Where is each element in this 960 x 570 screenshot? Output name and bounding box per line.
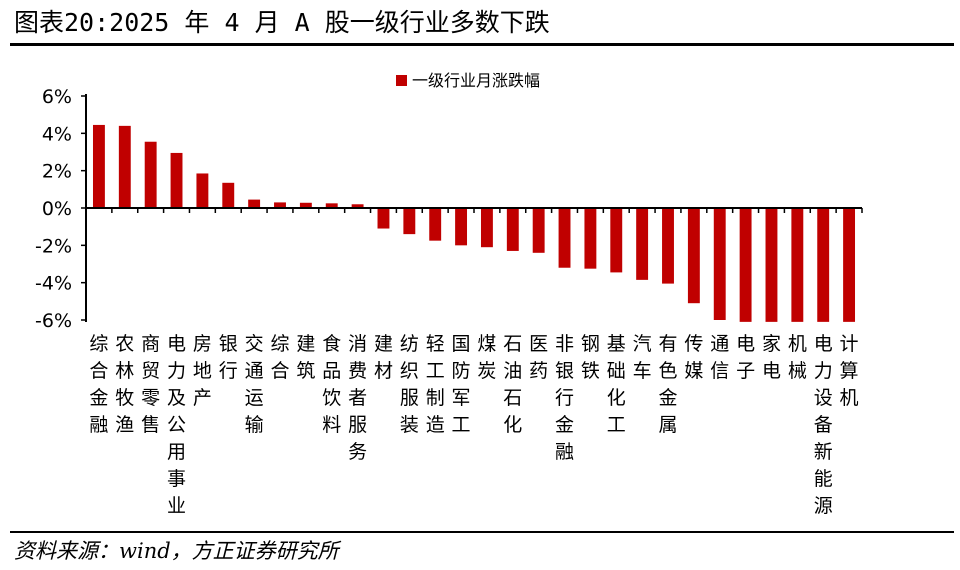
x-category-label: 交通运输 (245, 333, 264, 436)
bar (610, 208, 623, 273)
bar (248, 199, 261, 208)
x-category-label: 农林牧渔 (115, 333, 134, 436)
bar (222, 182, 235, 208)
bar (377, 208, 390, 229)
x-category-label: 电力及公用事业 (167, 333, 186, 517)
x-category-label: 煤炭 (477, 333, 496, 382)
x-category-label: 综合金融 (89, 333, 108, 436)
x-category-label: 传媒 (684, 333, 703, 382)
bar (299, 202, 312, 208)
bar (429, 208, 442, 241)
bar (325, 203, 338, 208)
bar (636, 208, 649, 280)
x-category-label: 非银行金融 (555, 333, 574, 463)
x-category-label: 机械 (788, 333, 807, 382)
figure-title: 图表20:2025 年 4 月 A 股一级行业多数下跌 (14, 8, 550, 37)
x-axis-labels: 综合金融农林牧渔商贸零售电力及公用事业房地产银行交通运输综合建筑食品饮料消费者服… (89, 333, 858, 517)
bar (843, 208, 856, 322)
x-category-label: 家电 (762, 333, 781, 382)
x-category-label: 通信 (710, 333, 729, 382)
bar (558, 208, 571, 268)
bars (92, 124, 856, 322)
source-note: 资料来源：wind，方正证券研究所 (14, 539, 339, 563)
y-tick-label: 0% (42, 198, 72, 220)
bar (118, 125, 131, 208)
x-category-label: 有色金属 (658, 333, 677, 436)
bar (662, 208, 674, 284)
x-category-label: 国防军工 (452, 333, 471, 436)
bar (170, 152, 183, 208)
x-category-label: 石油石化 (503, 333, 522, 436)
bar (765, 208, 778, 322)
legend: 一级行业月涨跌幅 (396, 71, 540, 90)
bar (92, 124, 105, 208)
y-axis-ticks: 6% 4% 2% 0% -2% -4% -6% (35, 86, 86, 332)
x-category-label: 银行 (219, 333, 238, 382)
x-category-label: 钢铁 (581, 333, 600, 382)
bar (403, 208, 416, 235)
bar (791, 208, 804, 322)
x-category-label: 计算机 (840, 333, 859, 409)
bar (274, 202, 286, 208)
x-category-label: 医药 (529, 333, 548, 382)
y-tick-label: -2% (35, 235, 72, 257)
bar (351, 204, 364, 208)
x-category-label: 食品饮料 (322, 333, 341, 436)
bar (817, 208, 830, 322)
x-category-label: 房地产 (193, 333, 212, 409)
x-category-label: 基础化工 (607, 333, 626, 436)
bar (687, 208, 700, 304)
x-category-label: 电力设备新能源 (814, 333, 833, 517)
source-divider (10, 531, 954, 533)
title-divider (10, 43, 954, 46)
axes (85, 94, 863, 322)
bar (455, 208, 468, 246)
x-category-label: 建材 (374, 333, 393, 382)
bar (584, 208, 597, 269)
bar (144, 141, 157, 208)
bar (739, 208, 752, 322)
x-category-label: 建筑 (296, 333, 315, 382)
x-category-label: 汽车 (633, 333, 652, 382)
bar (506, 208, 519, 251)
y-tick-label: 2% (42, 161, 72, 183)
bar (480, 208, 493, 248)
bar-chart: 一级行业月涨跌幅 6%4%2%0%-2%-4%-6% 综合金融农林牧渔商贸零售电… (35, 71, 863, 517)
x-category-label: 电子 (736, 333, 755, 382)
legend-swatch (396, 75, 407, 86)
bar (532, 208, 545, 253)
y-tick-label: 4% (42, 123, 72, 145)
y-tick-label: 6% (42, 86, 72, 108)
y-tick-label: -4% (35, 273, 72, 295)
y-tick-label: -6% (35, 310, 72, 332)
bar (713, 208, 726, 320)
x-category-label: 轻工制造 (426, 333, 445, 436)
x-category-label: 综合 (270, 333, 289, 382)
legend-label: 一级行业月涨跌幅 (412, 71, 540, 90)
x-category-label: 纺织服装 (400, 333, 419, 436)
x-category-label: 消费者服务 (348, 333, 367, 463)
bar (196, 173, 209, 208)
x-category-label: 商贸零售 (141, 333, 160, 436)
